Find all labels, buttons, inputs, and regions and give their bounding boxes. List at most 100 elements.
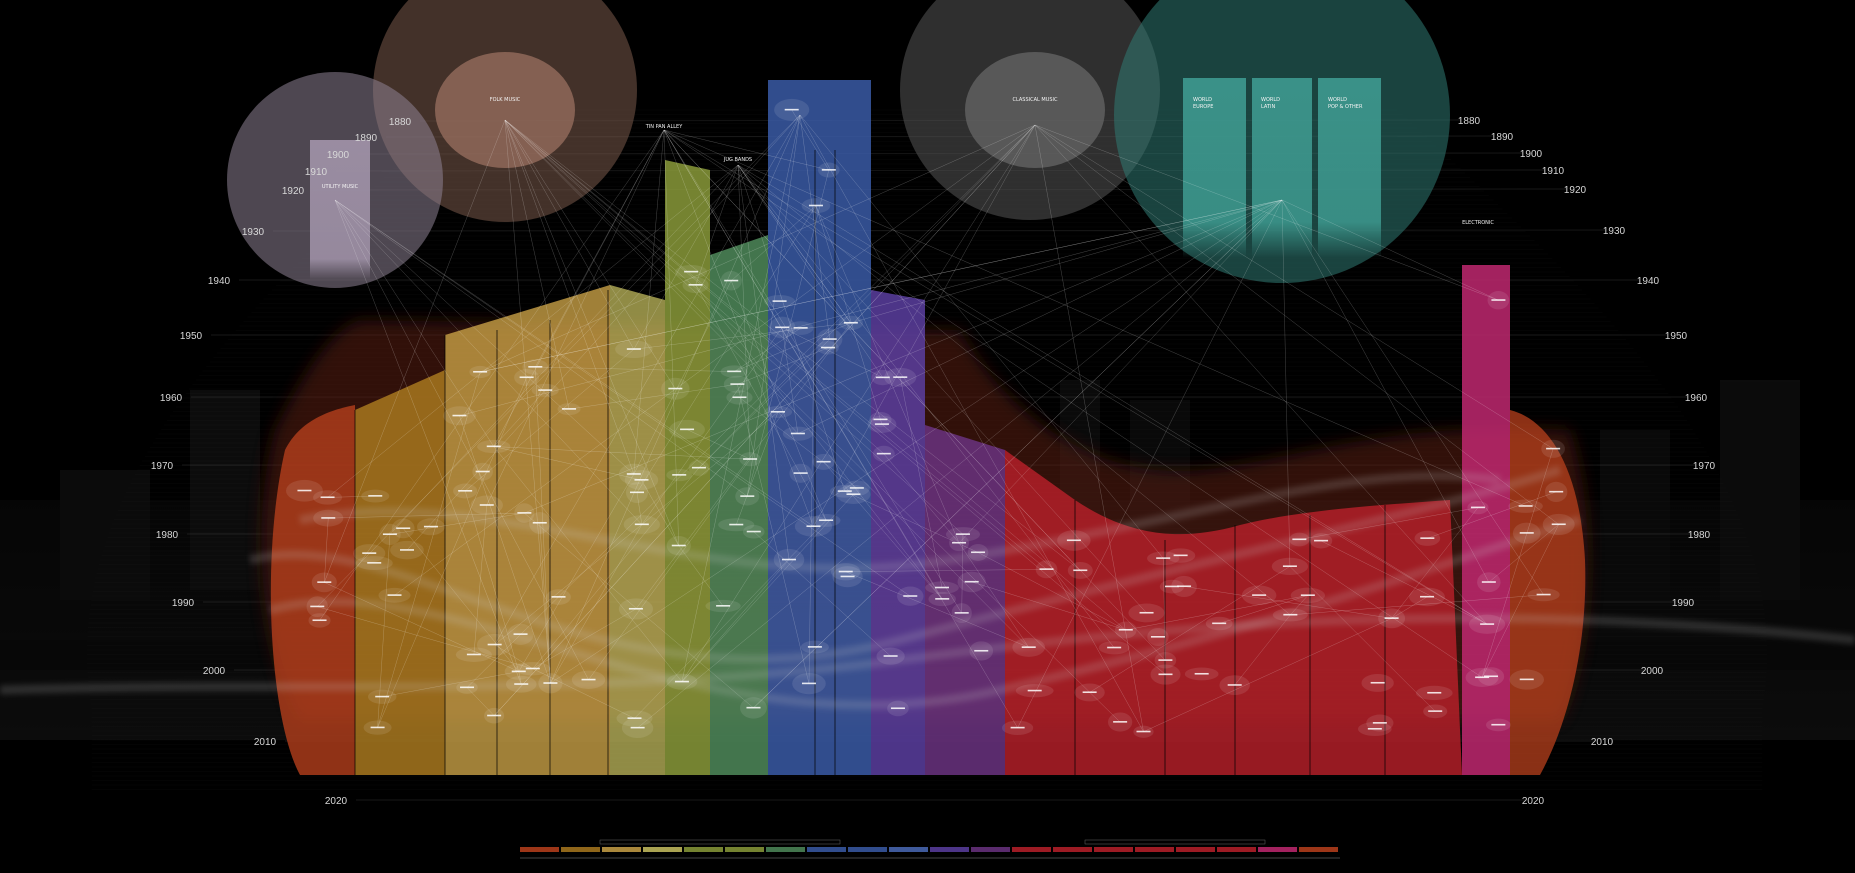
genre-node-text-mark (837, 490, 852, 492)
genre-node-text-mark (1150, 636, 1165, 638)
year-label-right: 2010 (1591, 737, 1614, 748)
utility-circle-group: UTILITY MUSIC (227, 72, 443, 288)
genre-node-text-mark (727, 370, 742, 373)
genre-node-text-mark (528, 366, 543, 368)
genre-node-text-mark (513, 633, 528, 635)
folk-inner-circle (435, 52, 575, 168)
connection-line (781, 327, 799, 434)
connection-line (753, 531, 891, 657)
column-country (270, 405, 355, 775)
connection-line (636, 492, 643, 525)
connection-line (1034, 124, 1554, 450)
genre-node-text-mark (775, 326, 790, 329)
connection-line (799, 114, 1164, 559)
legend-swatch (1299, 847, 1338, 852)
genre-node-text-mark (808, 204, 823, 207)
legend-swatch (1012, 847, 1051, 852)
legend-swatch (1176, 847, 1215, 852)
connection-line (389, 164, 739, 535)
genre-node-text-mark (517, 512, 532, 514)
legend-swatch (807, 847, 846, 852)
connection-line (1290, 594, 1544, 616)
connection-line (493, 446, 683, 682)
connection-line (637, 199, 1283, 729)
legend-swatch (1135, 847, 1174, 852)
genre-node-text-mark (1283, 613, 1298, 616)
connection-line (473, 505, 487, 655)
genre-node-text-mark (452, 414, 467, 417)
connection-line (737, 164, 852, 324)
genre-node-text-mark (1372, 722, 1387, 724)
column-reggae (871, 290, 925, 775)
year-label-left: 1960 (160, 393, 183, 404)
connection-line (334, 199, 814, 527)
genre-node-text-mark (849, 487, 864, 489)
connection-line (663, 129, 680, 546)
genre-legend-strip (520, 839, 1340, 859)
connection-line (663, 129, 1526, 507)
connection-line (504, 119, 570, 410)
connection-line (377, 371, 481, 728)
genre-node-text-mark (297, 489, 312, 492)
jug-bands-label: JUG BANDS (723, 157, 752, 163)
genre-node-text-mark (790, 432, 805, 435)
genre-node-text-mark (321, 517, 336, 519)
connection-line (486, 129, 665, 506)
genre-connection-web (0, 109, 1855, 732)
genre-node-text-mark (716, 605, 731, 607)
genre-node-text-mark (317, 581, 332, 583)
genre-node-text-mark (519, 376, 534, 379)
year-label-right: 1900 (1520, 149, 1543, 160)
genre-node-text-mark (1420, 595, 1435, 598)
column-gospel (665, 160, 710, 775)
connection-line (736, 411, 779, 525)
connection-line (334, 199, 643, 525)
connection-line (535, 366, 735, 372)
world-circle-group: WORLD EUROPE WORLD LATIN WORLD POP & OTH… (1114, 0, 1450, 283)
classical-music-title: CLASSICAL MUSIC (1012, 97, 1058, 103)
connection-line (480, 199, 1283, 373)
connection-line (737, 164, 1291, 616)
connection-line (635, 322, 852, 610)
genre-node-text-mark (368, 495, 383, 497)
year-label-left: 1910 (305, 167, 328, 178)
connection-line (1481, 524, 1559, 678)
genre-node-text-mark (846, 493, 861, 496)
year-label-right: 2020 (1522, 796, 1545, 807)
genre-node-blobs (286, 98, 1575, 738)
genre-node-text-mark (1483, 675, 1498, 678)
connection-line (504, 119, 551, 684)
genre-node-text-mark (1227, 684, 1242, 686)
genre-node-text-mark (1470, 506, 1485, 509)
timeline-line (272, 229, 1607, 232)
connection-line (663, 129, 962, 614)
genre-node-text-mark (362, 552, 377, 554)
genre-node-text-mark (375, 695, 390, 698)
genre-node-text-mark (955, 533, 970, 535)
genre-node-text-mark (1519, 532, 1534, 534)
connection-line (900, 377, 943, 588)
connection-line (327, 495, 376, 498)
genre-node-text-mark (514, 683, 529, 685)
connection-line (641, 327, 783, 525)
year-label-left: 1980 (156, 530, 179, 541)
connection-line (1034, 124, 1559, 525)
connection-line (753, 199, 1283, 709)
connection-line (319, 129, 665, 621)
genre-node-text-mark (1480, 623, 1495, 625)
connection-line (550, 199, 1283, 684)
genre-node-text-mark (807, 646, 822, 648)
connection-line (324, 119, 506, 583)
connection-line (734, 322, 851, 372)
legend-swatch (971, 847, 1010, 852)
legend-swatch (1094, 847, 1133, 852)
world-europe-subtitle: EUROPE (1193, 104, 1213, 110)
connection-line (633, 322, 851, 350)
year-label-left: 1880 (389, 117, 412, 128)
genre-node-text-mark (1518, 505, 1533, 507)
year-label-left: 1900 (327, 150, 350, 161)
connection-line (799, 114, 830, 340)
genre-node-text-mark (1039, 568, 1054, 570)
genre-node-text-mark (1551, 523, 1566, 526)
